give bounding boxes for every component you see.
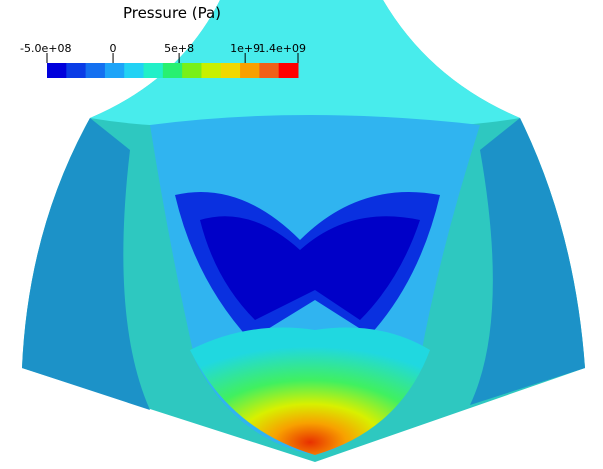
color-band bbox=[240, 63, 260, 78]
color-band bbox=[259, 63, 279, 78]
color-band bbox=[105, 63, 125, 78]
tick-label: 1e+9 bbox=[230, 42, 260, 55]
color-band bbox=[221, 63, 241, 78]
viewport: Pressure (Pa) -5.0e+08 0 5e+8 1e+91.4e+09 bbox=[0, 0, 603, 469]
color-band bbox=[182, 63, 202, 78]
color-band bbox=[66, 63, 86, 78]
tick-label: 5e+8 bbox=[164, 42, 194, 55]
color-band bbox=[144, 63, 164, 78]
color-band bbox=[124, 63, 144, 78]
color-band bbox=[86, 63, 106, 78]
legend-title: Pressure (Pa) bbox=[123, 4, 221, 22]
high-region bbox=[190, 328, 430, 456]
color-band bbox=[163, 63, 183, 78]
render-view: Pressure (Pa) -5.0e+08 0 5e+8 1e+91.4e+09 bbox=[0, 0, 603, 469]
tick-label: 1.4e+09 bbox=[259, 42, 306, 55]
tick-label: -5.0e+08 bbox=[20, 42, 71, 55]
color-band bbox=[201, 63, 221, 78]
color-band bbox=[279, 63, 299, 78]
tick-label: 0 bbox=[110, 42, 117, 55]
color-band bbox=[47, 63, 67, 78]
